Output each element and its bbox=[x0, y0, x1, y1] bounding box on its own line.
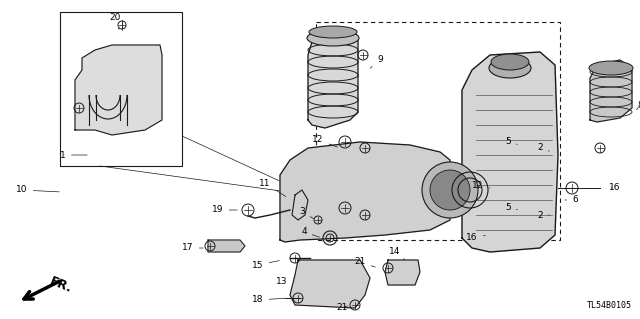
Ellipse shape bbox=[491, 54, 529, 70]
Polygon shape bbox=[590, 60, 632, 122]
Text: 7: 7 bbox=[0, 318, 1, 319]
Text: 17: 17 bbox=[182, 243, 204, 253]
Text: 20: 20 bbox=[109, 13, 121, 29]
Text: 3: 3 bbox=[299, 207, 314, 219]
Text: 4: 4 bbox=[301, 227, 319, 237]
Polygon shape bbox=[208, 240, 245, 252]
Polygon shape bbox=[385, 260, 420, 285]
Bar bbox=[316, 22, 560, 240]
Ellipse shape bbox=[307, 30, 359, 46]
Polygon shape bbox=[75, 45, 162, 135]
Text: 10: 10 bbox=[16, 186, 60, 195]
Circle shape bbox=[422, 162, 478, 218]
Polygon shape bbox=[280, 142, 450, 242]
Ellipse shape bbox=[309, 26, 357, 38]
Text: 8: 8 bbox=[637, 100, 640, 110]
Text: 6: 6 bbox=[564, 196, 578, 204]
Text: 5: 5 bbox=[505, 204, 517, 212]
Text: 11: 11 bbox=[259, 179, 285, 197]
Circle shape bbox=[430, 170, 470, 210]
Text: 16: 16 bbox=[609, 183, 621, 192]
Text: 9: 9 bbox=[370, 56, 383, 68]
Text: 14: 14 bbox=[389, 248, 405, 260]
Text: 2: 2 bbox=[537, 211, 549, 219]
Text: TL54B0105: TL54B0105 bbox=[587, 301, 632, 310]
Text: 21: 21 bbox=[336, 303, 348, 313]
Polygon shape bbox=[308, 30, 358, 128]
Text: 5: 5 bbox=[505, 137, 517, 146]
Text: 13: 13 bbox=[276, 278, 293, 286]
Text: 19: 19 bbox=[212, 205, 237, 214]
Text: 15: 15 bbox=[252, 261, 279, 270]
Text: 16: 16 bbox=[467, 234, 485, 242]
Text: 12: 12 bbox=[472, 181, 490, 189]
Text: FR.: FR. bbox=[48, 275, 74, 295]
Text: 21: 21 bbox=[355, 257, 376, 267]
Text: 12: 12 bbox=[312, 136, 337, 147]
Text: 1: 1 bbox=[60, 151, 87, 160]
Text: 18: 18 bbox=[252, 295, 285, 305]
Polygon shape bbox=[462, 52, 558, 252]
Bar bbox=[60, 12, 182, 166]
Ellipse shape bbox=[589, 61, 633, 75]
Ellipse shape bbox=[489, 58, 531, 78]
Text: 2: 2 bbox=[537, 144, 549, 152]
Polygon shape bbox=[290, 260, 370, 308]
